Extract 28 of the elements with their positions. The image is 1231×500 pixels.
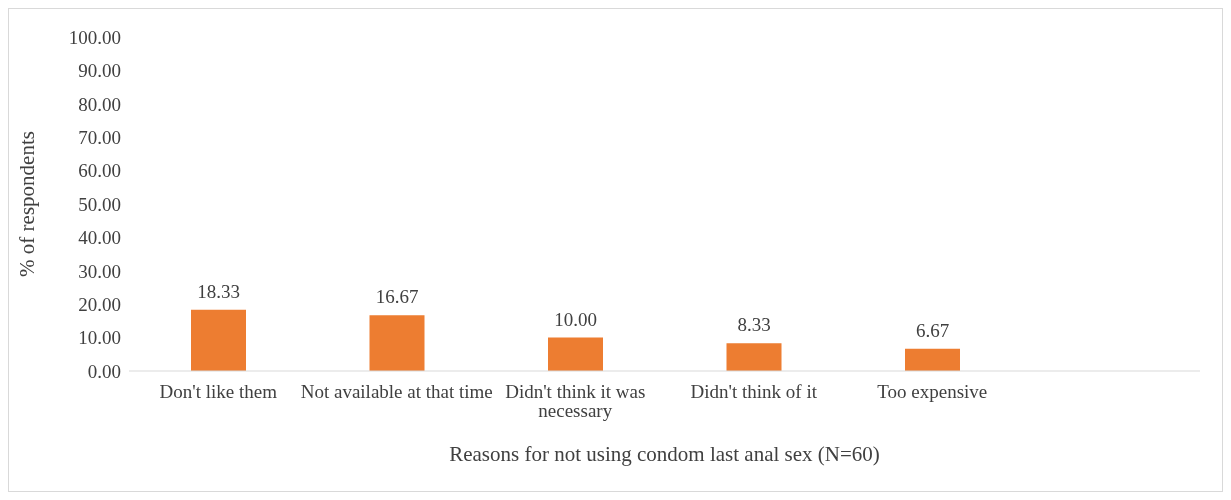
data-label: 16.67 bbox=[375, 286, 419, 308]
x-tick-label: Too expensive bbox=[877, 381, 988, 403]
y-tick-label: 80.00 bbox=[78, 93, 121, 115]
y-tick-label: 60.00 bbox=[78, 160, 121, 182]
y-tick-label: 90.00 bbox=[78, 60, 121, 82]
x-tick-label: Not available at that time bbox=[300, 381, 493, 403]
y-tick-label: 50.00 bbox=[78, 193, 121, 215]
y-tick-label: 20.00 bbox=[78, 293, 121, 315]
y-tick-label: 30.00 bbox=[78, 260, 121, 282]
y-tick-label: 40.00 bbox=[78, 227, 121, 249]
bar bbox=[726, 343, 782, 371]
data-label: 6.67 bbox=[915, 319, 950, 341]
y-axis-title: % of respondents bbox=[15, 131, 40, 277]
x-tick-label: Didn't think it was necessary bbox=[505, 381, 646, 422]
x-axis-title: Reasons for not using condom last anal sex (N=60) bbox=[449, 442, 880, 466]
data-label: 8.33 bbox=[737, 314, 771, 336]
bar bbox=[191, 309, 246, 371]
y-tick-label: 10.00 bbox=[78, 327, 121, 349]
bar bbox=[369, 315, 425, 371]
bar bbox=[548, 337, 603, 371]
x-tick-label: Don't like them bbox=[159, 381, 278, 403]
y-tick-label: 70.00 bbox=[78, 126, 121, 148]
data-label: 10.00 bbox=[554, 308, 597, 330]
bar bbox=[905, 348, 960, 371]
x-tick-label: Didn't think of it bbox=[690, 381, 818, 403]
data-label: 18.33 bbox=[197, 280, 240, 302]
y-tick-label: 0.00 bbox=[87, 360, 121, 382]
y-tick-label: 100.00 bbox=[68, 26, 121, 48]
